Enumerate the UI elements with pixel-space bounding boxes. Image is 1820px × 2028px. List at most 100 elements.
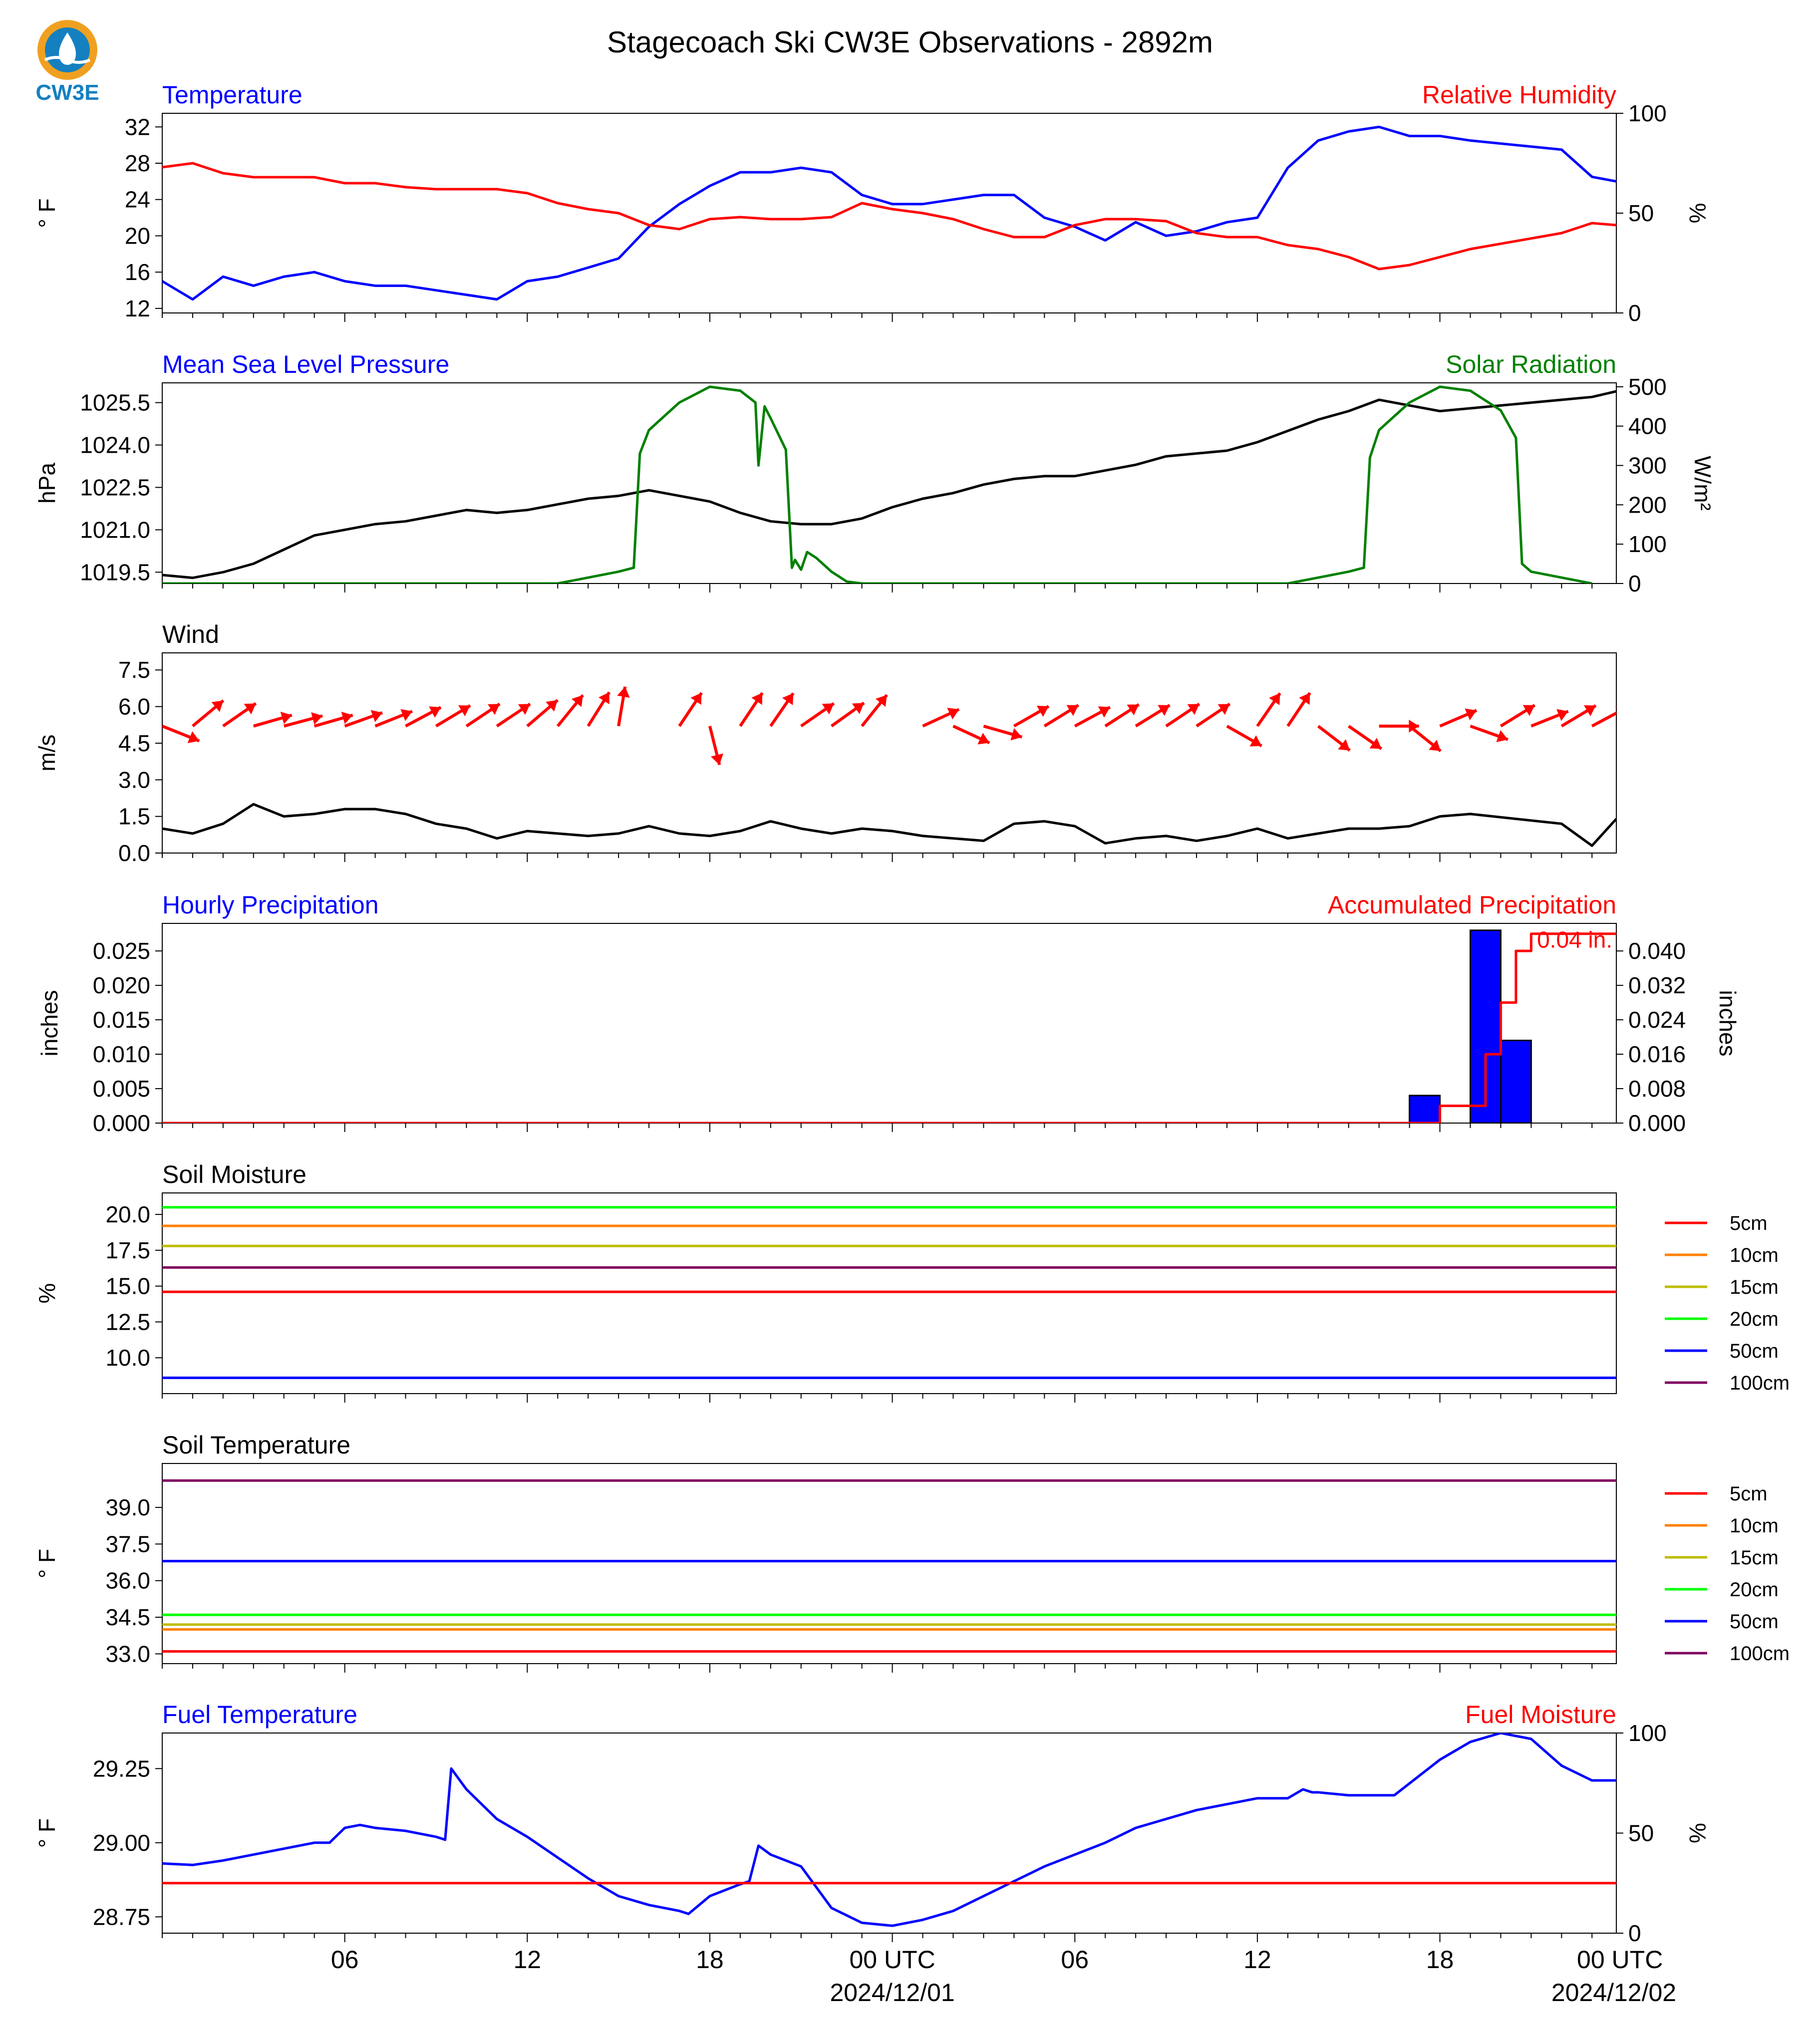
y-tick-label: 0.020 [93, 972, 150, 998]
wind-arrowhead [1217, 704, 1230, 715]
wind-arrowhead [187, 731, 200, 743]
plot-frame [162, 1733, 1617, 1934]
y-tick-label: 28 [125, 150, 150, 176]
y-tick-label: 20.0 [105, 1201, 150, 1227]
left-title: Soil Temperature [162, 1431, 350, 1459]
legend-label: 15cm [1730, 1547, 1779, 1569]
legend-label: 10cm [1730, 1244, 1779, 1266]
legend: 5cm 10cm 15cm 20cm 50cm 100cm [1665, 1212, 1790, 1394]
panel-6: Soil Temperature 33.0 34.5 36.0 37.5 39.0 ° F 5… [34, 1431, 1790, 1673]
wind-arrowhead [1556, 709, 1568, 721]
wind-arrowhead [1010, 728, 1022, 741]
plot-area [162, 1733, 1616, 1927]
wind-arrowhead [617, 686, 630, 698]
x-tick-label: 12 [513, 1946, 541, 1974]
y2-tick-label: 0.008 [1628, 1076, 1686, 1102]
wind-arrowhead [1158, 705, 1170, 716]
panel-1: Temperature Relative Humidity 12 16 20 24 28 32… [34, 81, 1711, 326]
x-date-label: 2024/12/02 [1551, 1979, 1676, 2007]
series-line [162, 162, 1616, 271]
legend-label: 15cm [1730, 1276, 1779, 1298]
wind-arrowhead [852, 703, 864, 714]
series-line [162, 125, 1616, 301]
y-tick-label: 24 [125, 187, 150, 213]
y-tick-label: 0.0 [118, 840, 150, 866]
y-tick-label: 0.015 [93, 1007, 150, 1033]
wind-arrowhead [311, 712, 323, 725]
y-axis-label: m/s [34, 734, 60, 771]
right-title: Fuel Moisture [1465, 1701, 1616, 1729]
wind-arrowhead [487, 704, 500, 715]
panel-5: Soil Moisture 10.0 12.5 15.0 17.5 20.0% 5cm 10c… [34, 1160, 1790, 1403]
wind-arrowhead [400, 709, 412, 721]
y-tick-label: 1024.0 [80, 432, 150, 458]
wind-arrowhead [1583, 705, 1596, 717]
x-axis: 06 12 18 00 UTC 06 12 18 00 UTC 2024/12/01 2024/1… [331, 1946, 1676, 2007]
x-date-label: 2024/12/01 [830, 1979, 954, 2007]
y2-tick-label: 200 [1628, 492, 1667, 518]
y2-tick-label: 100 [1628, 531, 1667, 557]
y-axis-label: ° F [34, 198, 60, 228]
legend-label: 20cm [1730, 1308, 1779, 1330]
wind-arrowhead [571, 695, 583, 707]
y2-tick-label: 0.024 [1628, 1007, 1686, 1033]
plot-frame [162, 1463, 1617, 1664]
wind-arrowhead [947, 707, 959, 720]
legend-label: 5cm [1730, 1483, 1768, 1505]
legend-label: 50cm [1730, 1340, 1779, 1362]
y-tick-label: 37.5 [105, 1531, 150, 1557]
y2-tick-label: 0.032 [1628, 972, 1686, 998]
y-tick-label: 10.0 [105, 1345, 150, 1371]
y-tick-label: 29.25 [93, 1755, 150, 1781]
y2-tick-label: 0 [1628, 571, 1641, 596]
y-tick-label: 0.000 [93, 1110, 150, 1136]
precip-annotation: 0.04 in. [1537, 926, 1612, 952]
plot-area [162, 125, 1616, 301]
precip-bar [1500, 1039, 1532, 1123]
y-tick-label: 1.5 [118, 804, 150, 830]
panel-4: Hourly Precipitation Accumulated Precipit… [36, 891, 1741, 1136]
wind-arrowhead [1249, 735, 1262, 747]
x-tick-label: 12 [1243, 1946, 1271, 1974]
wind-arrowhead [822, 703, 834, 715]
wind-arrowhead [1522, 705, 1535, 716]
y-axis-label: ° F [34, 1549, 60, 1578]
wind-arrowhead [458, 705, 471, 717]
y2-axis-label: inches [1715, 990, 1741, 1057]
series-line [162, 803, 1616, 847]
y-tick-label: 28.75 [93, 1904, 150, 1930]
y2-tick-label: 0 [1628, 300, 1641, 326]
y2-axis-label: % [1685, 1823, 1711, 1843]
y-tick-label: 0.010 [93, 1041, 150, 1067]
y2-tick-label: 100 [1628, 1720, 1667, 1746]
y2-tick-label: 50 [1628, 1820, 1654, 1846]
wind-arrowhead [875, 695, 887, 707]
series-line [162, 932, 1616, 1123]
wind-arrowhead [1615, 706, 1616, 709]
y2-tick-label: 500 [1628, 374, 1667, 400]
chart-panels: Temperature Relative Humidity 12 16 20 24 28 32… [34, 81, 1790, 1946]
y-tick-label: 16 [125, 259, 150, 285]
plot-frame [162, 1192, 1617, 1394]
wind-arrowhead [280, 711, 292, 724]
y-tick-label: 12.5 [105, 1309, 150, 1335]
x-tick-label: 06 [1061, 1946, 1089, 1974]
legend-label: 100cm [1730, 1372, 1790, 1394]
y-tick-label: 6.0 [118, 694, 150, 720]
x-tick-label: 18 [1426, 1946, 1454, 1974]
wind-arrowhead [782, 693, 794, 705]
legend-label: 10cm [1730, 1515, 1779, 1537]
wind-arrowhead [710, 753, 723, 765]
x-tick-label: 00 UTC [1577, 1946, 1663, 1974]
series-line [162, 390, 1616, 579]
wind-arrowhead [1036, 705, 1049, 717]
y-tick-label: 34.5 [105, 1604, 150, 1630]
x-tick-label: 18 [696, 1946, 724, 1974]
wind-arrowhead [1338, 739, 1350, 751]
plot-frame [162, 652, 1617, 854]
y-tick-label: 7.5 [118, 657, 150, 683]
wind-arrowhead [341, 711, 353, 724]
plot-area [162, 929, 1616, 1123]
series-line [162, 1733, 1616, 1927]
